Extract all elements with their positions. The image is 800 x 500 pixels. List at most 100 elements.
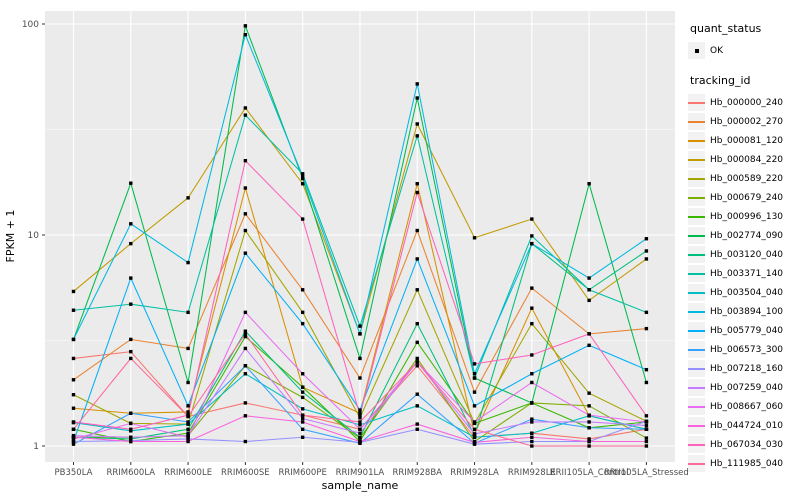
series-line-icon [688, 291, 705, 294]
series-line-icon [688, 367, 705, 370]
data-point [71, 289, 76, 294]
legend-key-swatch [688, 360, 705, 377]
series-line-icon [688, 272, 705, 275]
data-point [587, 182, 591, 186]
data-point [644, 326, 649, 331]
data-point [530, 306, 534, 310]
legend-item-Hb_003371_140[interactable]: Hb_003371_140 [688, 264, 800, 283]
legend-item-label: Hb_000000_240 [710, 97, 784, 108]
data-point [243, 334, 248, 339]
data-point [243, 106, 248, 110]
series-line-icon [688, 234, 705, 237]
data-point [186, 346, 190, 351]
legend-item-Hb_044724_010[interactable]: Hb_044724_010 [688, 416, 800, 435]
x-tick-label: PB350LA [55, 468, 93, 478]
data-point [71, 427, 76, 431]
data-point [186, 427, 190, 431]
legend-item-Hb_003120_040[interactable]: Hb_003120_040 [688, 245, 800, 264]
legend-item-Hb_007259_040[interactable]: Hb_007259_040 [688, 378, 800, 397]
legend-item-Hb_003894_100[interactable]: Hb_003894_100 [688, 302, 800, 321]
legend-item-label: Hb_003371_140 [710, 268, 784, 279]
data-point [243, 414, 248, 418]
legend-item-label: Hb_003894_100 [710, 306, 784, 317]
legend-key-swatch [688, 322, 705, 339]
data-point [243, 364, 248, 368]
legend-item-label: Hb_000084_220 [710, 154, 784, 165]
legend-key-swatch [688, 265, 705, 282]
legend-key-swatch [688, 246, 705, 263]
legend-key-swatch [688, 417, 705, 434]
x-tick-label: RRIM600PE [278, 468, 326, 478]
data-point [243, 158, 248, 163]
legend-item-label: Hb_006573_300 [710, 344, 784, 355]
data-point [644, 439, 649, 444]
data-point [300, 385, 305, 389]
data-point [358, 413, 362, 417]
series-line-icon [688, 101, 705, 104]
data-point [587, 420, 591, 424]
legend-key-swatch [688, 303, 705, 320]
x-tick-label: RRII105LA_Stressed [604, 468, 689, 478]
data-point [530, 241, 534, 246]
data-point [243, 372, 248, 376]
legend-item-Hb_111985_040[interactable]: Hb_111985_040 [688, 454, 800, 473]
legend-item-label: Hb_000002_270 [710, 116, 784, 127]
legend-item-Hb_007218_160[interactable]: Hb_007218_160 [688, 359, 800, 378]
legend-item-Hb_000084_220[interactable]: Hb_000084_220 [688, 150, 800, 169]
plot-panel: 1 10 100 PB350LA RRIM600LA RRIM600LE RRIM600SE… [4, 11, 689, 492]
data-point [358, 416, 362, 420]
series-line-icon [688, 158, 705, 161]
legend-item-Hb_003504_040[interactable]: Hb_003504_040 [688, 283, 800, 302]
data-point [415, 392, 419, 396]
legend-item-Hb_002774_090[interactable]: Hb_002774_090 [688, 226, 800, 245]
data-point [358, 411, 362, 415]
data-point [587, 288, 591, 292]
data-point [415, 190, 419, 195]
data-point [644, 310, 649, 315]
data-point [71, 442, 76, 446]
data-point [71, 406, 76, 410]
legend-item-Hb_006573_300[interactable]: Hb_006573_300 [688, 340, 800, 359]
legend-item-label: Hb_008667_060 [710, 401, 784, 412]
data-point [300, 172, 305, 176]
legend-item-Hb_067034_030[interactable]: Hb_067034_030 [688, 435, 800, 454]
data-point [587, 437, 591, 441]
data-point [587, 391, 591, 395]
data-point [129, 439, 133, 444]
data-point [71, 337, 76, 342]
series-line-icon [688, 443, 705, 446]
data-point [358, 431, 362, 435]
legend-item-Hb_000081_120[interactable]: Hb_000081_120 [688, 131, 800, 150]
data-point [300, 435, 305, 439]
data-point [644, 249, 649, 253]
data-point [300, 413, 305, 417]
legend-key-swatch [688, 455, 705, 472]
data-point [186, 310, 190, 315]
legend-key-swatch [688, 227, 705, 244]
data-point [129, 222, 133, 226]
data-point [587, 444, 591, 448]
legend-item-Hb_000000_240[interactable]: Hb_000000_240 [688, 93, 800, 112]
data-point [644, 367, 649, 372]
legend-item-Hb_005779_040[interactable]: Hb_005779_040 [688, 321, 800, 340]
data-point [530, 321, 534, 326]
data-point [472, 420, 477, 424]
legend-item-Hb_000002_270[interactable]: Hb_000002_270 [688, 112, 800, 131]
legend-item-ok[interactable]: OK [688, 41, 800, 60]
legend-key-swatch [688, 189, 705, 206]
data-point [186, 196, 190, 200]
legend-item-Hb_000679_240[interactable]: Hb_000679_240 [688, 188, 800, 207]
legend-item-label: Hb_005779_040 [710, 325, 784, 336]
legend-item-Hb_008667_060[interactable]: Hb_008667_060 [688, 397, 800, 416]
legend-item-Hb_000996_130[interactable]: Hb_000996_130 [688, 207, 800, 226]
legend-item-label: Hb_000679_240 [710, 192, 784, 203]
series-line-icon [688, 253, 705, 256]
legend-section-quant-status: quant_status OK [688, 22, 800, 60]
data-point [71, 420, 76, 424]
data-point [129, 411, 133, 415]
data-point [530, 444, 534, 448]
legend-item-label: Hb_044724_010 [710, 420, 784, 431]
legend-key-swatch [688, 94, 705, 111]
legend-item-Hb_000589_220[interactable]: Hb_000589_220 [688, 169, 800, 188]
series-line-icon [688, 329, 705, 332]
